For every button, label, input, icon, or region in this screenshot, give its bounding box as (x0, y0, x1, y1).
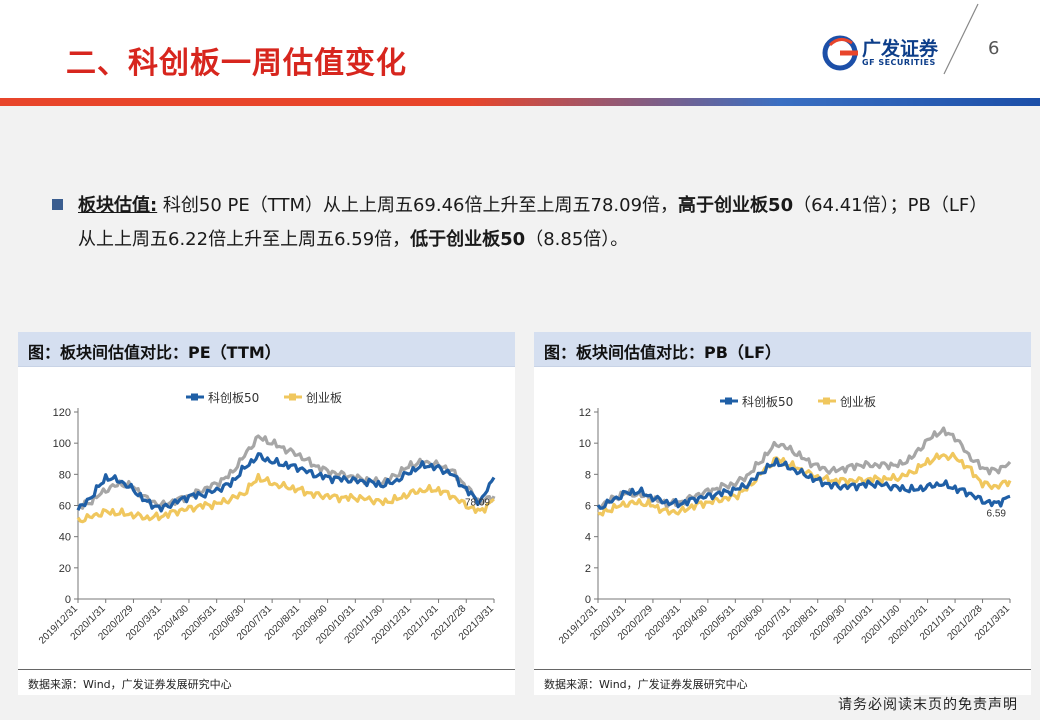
summary-bold-1: 高于创业板50 (678, 195, 794, 216)
y-tick-label: 20 (59, 563, 71, 575)
panel-header: 图：板块间估值对比：PB（LF） (534, 332, 1031, 367)
page-number: 6 (988, 38, 1000, 59)
series-line-cyb (76, 472, 495, 524)
legend-marker (823, 397, 830, 405)
legend-marker (191, 393, 198, 401)
legend-label: 创业板 (840, 395, 876, 409)
data-source: 数据来源：Wind，广发证券发展研究中心 (28, 678, 232, 691)
logo-text-en: GF SECURITIES (862, 58, 936, 67)
panel-header: 图：板块间估值对比：PE（TTM） (18, 332, 515, 367)
header-color-bar (0, 98, 1040, 106)
y-tick-label: 40 (59, 532, 71, 544)
pb-chart-panel: 图：板块间估值对比：PB（LF） 0 2 4 6 8 10 12 2019/12/31 2020… (534, 332, 1031, 695)
legend-label: 创业板 (306, 391, 342, 405)
panel-divider (534, 669, 1031, 670)
divider-slash (943, 3, 979, 75)
legend-marker (725, 397, 732, 405)
series-line-kc50 (76, 452, 496, 513)
pe-chart-panel: 图：板块间估值对比：PE（TTM） 0 20 40 60 80 100 120 2019/12… (18, 332, 515, 695)
data-source: 数据来源：Wind，广发证券发展研究中心 (544, 678, 748, 691)
page-title: 二、科创板一周估值变化 (66, 46, 407, 81)
y-tick-label: 2 (585, 563, 591, 575)
panel-title: 图：板块间估值对比：PE（TTM） (28, 343, 281, 362)
series-line-gray (77, 434, 496, 510)
series-line-gray (597, 426, 1012, 510)
panel-title: 图：板块间估值对比：PB（LF） (544, 343, 782, 362)
value-annotation: 78.09 (465, 497, 490, 508)
y-tick-label: 80 (59, 469, 71, 481)
summary-paragraph: 板块估值: 科创50 PE（TTM）从上上周五69.46倍上升至上周五78.09… (78, 189, 993, 257)
y-tick-label: 0 (65, 594, 71, 606)
y-tick-label: 60 (59, 501, 71, 513)
gf-logo-icon (822, 35, 858, 71)
y-tick-label: 10 (579, 438, 591, 450)
legend-label: 科创板50 (742, 395, 793, 409)
summary-bold-2: 低于创业板50 (410, 229, 526, 250)
summary-text-1: 科创50 PE（TTM）从上上周五69.46倍上升至上周五78.09倍， (157, 195, 679, 216)
y-tick-label: 100 (53, 438, 71, 450)
bullet-label: 板块估值: (78, 195, 158, 216)
y-tick-label: 6 (585, 501, 591, 513)
y-tick-label: 4 (585, 532, 591, 544)
value-annotation: 6.59 (987, 508, 1007, 519)
panel-divider (18, 669, 515, 670)
y-tick-label: 8 (585, 469, 591, 481)
legend-label: 科创板50 (208, 391, 259, 405)
disclaimer: 请务必阅读末页的免责声明 (838, 697, 1018, 713)
y-tick-label: 0 (585, 594, 591, 606)
summary-text-2: （64.41倍）；PB（LF）从上上周五6.22倍上升至上周五6.59倍， (78, 195, 988, 250)
pb-line-chart: 0246810122019/12/312020/1/312020/2/29202… (557, 395, 1012, 647)
y-tick-label: 12 (579, 407, 591, 419)
series-line-kc50 (596, 457, 1011, 510)
pe-line-chart: 0204060801001202019/12/312020/1/312020/2… (37, 391, 496, 647)
y-tick-label: 120 (53, 407, 71, 419)
bullet-square-icon (52, 199, 63, 210)
logo-text-cn: 广发证券 (862, 38, 939, 60)
legend-marker (289, 393, 296, 401)
summary-text-3: （8.85倍）。 (525, 229, 629, 250)
